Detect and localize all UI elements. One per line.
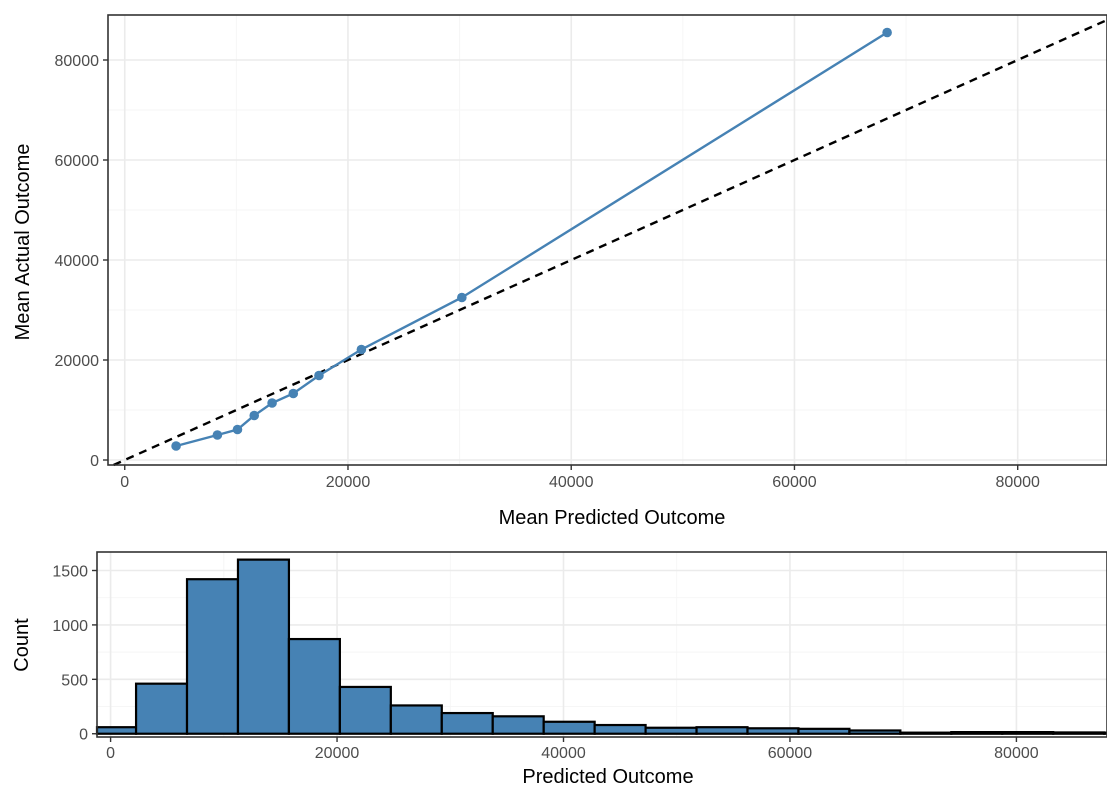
x-tick-label: 80000 xyxy=(995,474,1040,491)
histogram-bar xyxy=(236,558,291,735)
data-point xyxy=(212,430,223,440)
histogram-bar xyxy=(1052,731,1106,735)
calibration-panel: 0 20000 40000 60000 80000 0 20000 40000 60000 80… xyxy=(12,14,1107,529)
data-point xyxy=(457,292,467,303)
y-tick-label: 500 xyxy=(61,672,88,689)
histogram-panel-border xyxy=(96,551,1107,738)
x-tick-label: 20000 xyxy=(315,745,360,762)
histogram-bar xyxy=(797,727,851,735)
histogram-x-axis-title: Predicted Outcome xyxy=(522,766,693,788)
data-point xyxy=(249,410,260,421)
histogram-bar xyxy=(338,685,392,735)
histogram-bar xyxy=(440,711,494,735)
histogram-bar xyxy=(287,637,341,735)
calibration-panel-background xyxy=(108,15,1107,465)
histogram-bar xyxy=(95,726,138,735)
histogram-bar xyxy=(899,731,953,735)
data-point xyxy=(882,27,892,38)
histogram-y-axis-title: Count xyxy=(11,618,33,672)
histogram-bar xyxy=(491,715,545,735)
histogram-y-axis: 0 500 1000 1500 xyxy=(52,564,97,744)
y-tick-label: 40000 xyxy=(55,253,100,270)
y-tick-label: 60000 xyxy=(55,153,100,170)
series-line xyxy=(175,31,888,448)
histogram-panel: 0 20000 40000 60000 80000 0 500 1000 1500 Predi… xyxy=(11,551,1107,788)
y-tick-label: 1500 xyxy=(52,564,88,581)
histogram-bar xyxy=(695,726,749,735)
data-point xyxy=(356,344,367,355)
y-tick-label: 0 xyxy=(79,727,88,744)
histogram-bar xyxy=(389,704,443,735)
calibration-panel-border xyxy=(107,14,1107,466)
x-tick-label: 80000 xyxy=(994,745,1039,762)
data-point xyxy=(171,441,181,451)
y-tick-label: 80000 xyxy=(55,53,100,70)
x-tick-label: 60000 xyxy=(768,745,813,762)
x-tick-label: 20000 xyxy=(326,474,371,491)
data-point xyxy=(232,424,243,435)
calibration-x-axis-title: Mean Predicted Outcome xyxy=(499,507,726,529)
x-tick-label: 60000 xyxy=(772,474,817,491)
y-tick-label: 1000 xyxy=(52,618,88,635)
calibration-y-axis: 0 20000 40000 60000 80000 xyxy=(55,53,108,470)
histogram-bar xyxy=(848,729,902,735)
data-point xyxy=(314,370,324,381)
histogram-x-axis: 0 20000 40000 60000 80000 xyxy=(106,737,1039,762)
calibration-x-axis: 0 20000 40000 60000 80000 xyxy=(120,465,1040,491)
x-tick-label: 40000 xyxy=(549,474,594,491)
histogram-bar xyxy=(542,720,596,735)
x-tick-label: 0 xyxy=(120,474,129,491)
y-tick-label: 20000 xyxy=(55,353,100,370)
x-tick-label: 0 xyxy=(106,745,115,762)
series-points xyxy=(171,27,892,451)
y-tick-label: 0 xyxy=(90,453,99,470)
histogram-bar xyxy=(1001,731,1055,735)
histogram-bar xyxy=(134,682,189,735)
histogram-bar xyxy=(746,727,800,735)
histogram-bar xyxy=(1103,731,1107,735)
histogram-bar xyxy=(185,578,240,735)
histogram-bar xyxy=(950,731,1004,735)
histogram-bar xyxy=(593,723,647,735)
histogram-bars xyxy=(95,558,1107,735)
data-point xyxy=(288,388,299,399)
data-point xyxy=(267,398,277,408)
histogram-bar xyxy=(644,726,698,735)
x-tick-label: 40000 xyxy=(541,745,586,762)
calibration-y-axis-title: Mean Actual Outcome xyxy=(12,144,34,341)
